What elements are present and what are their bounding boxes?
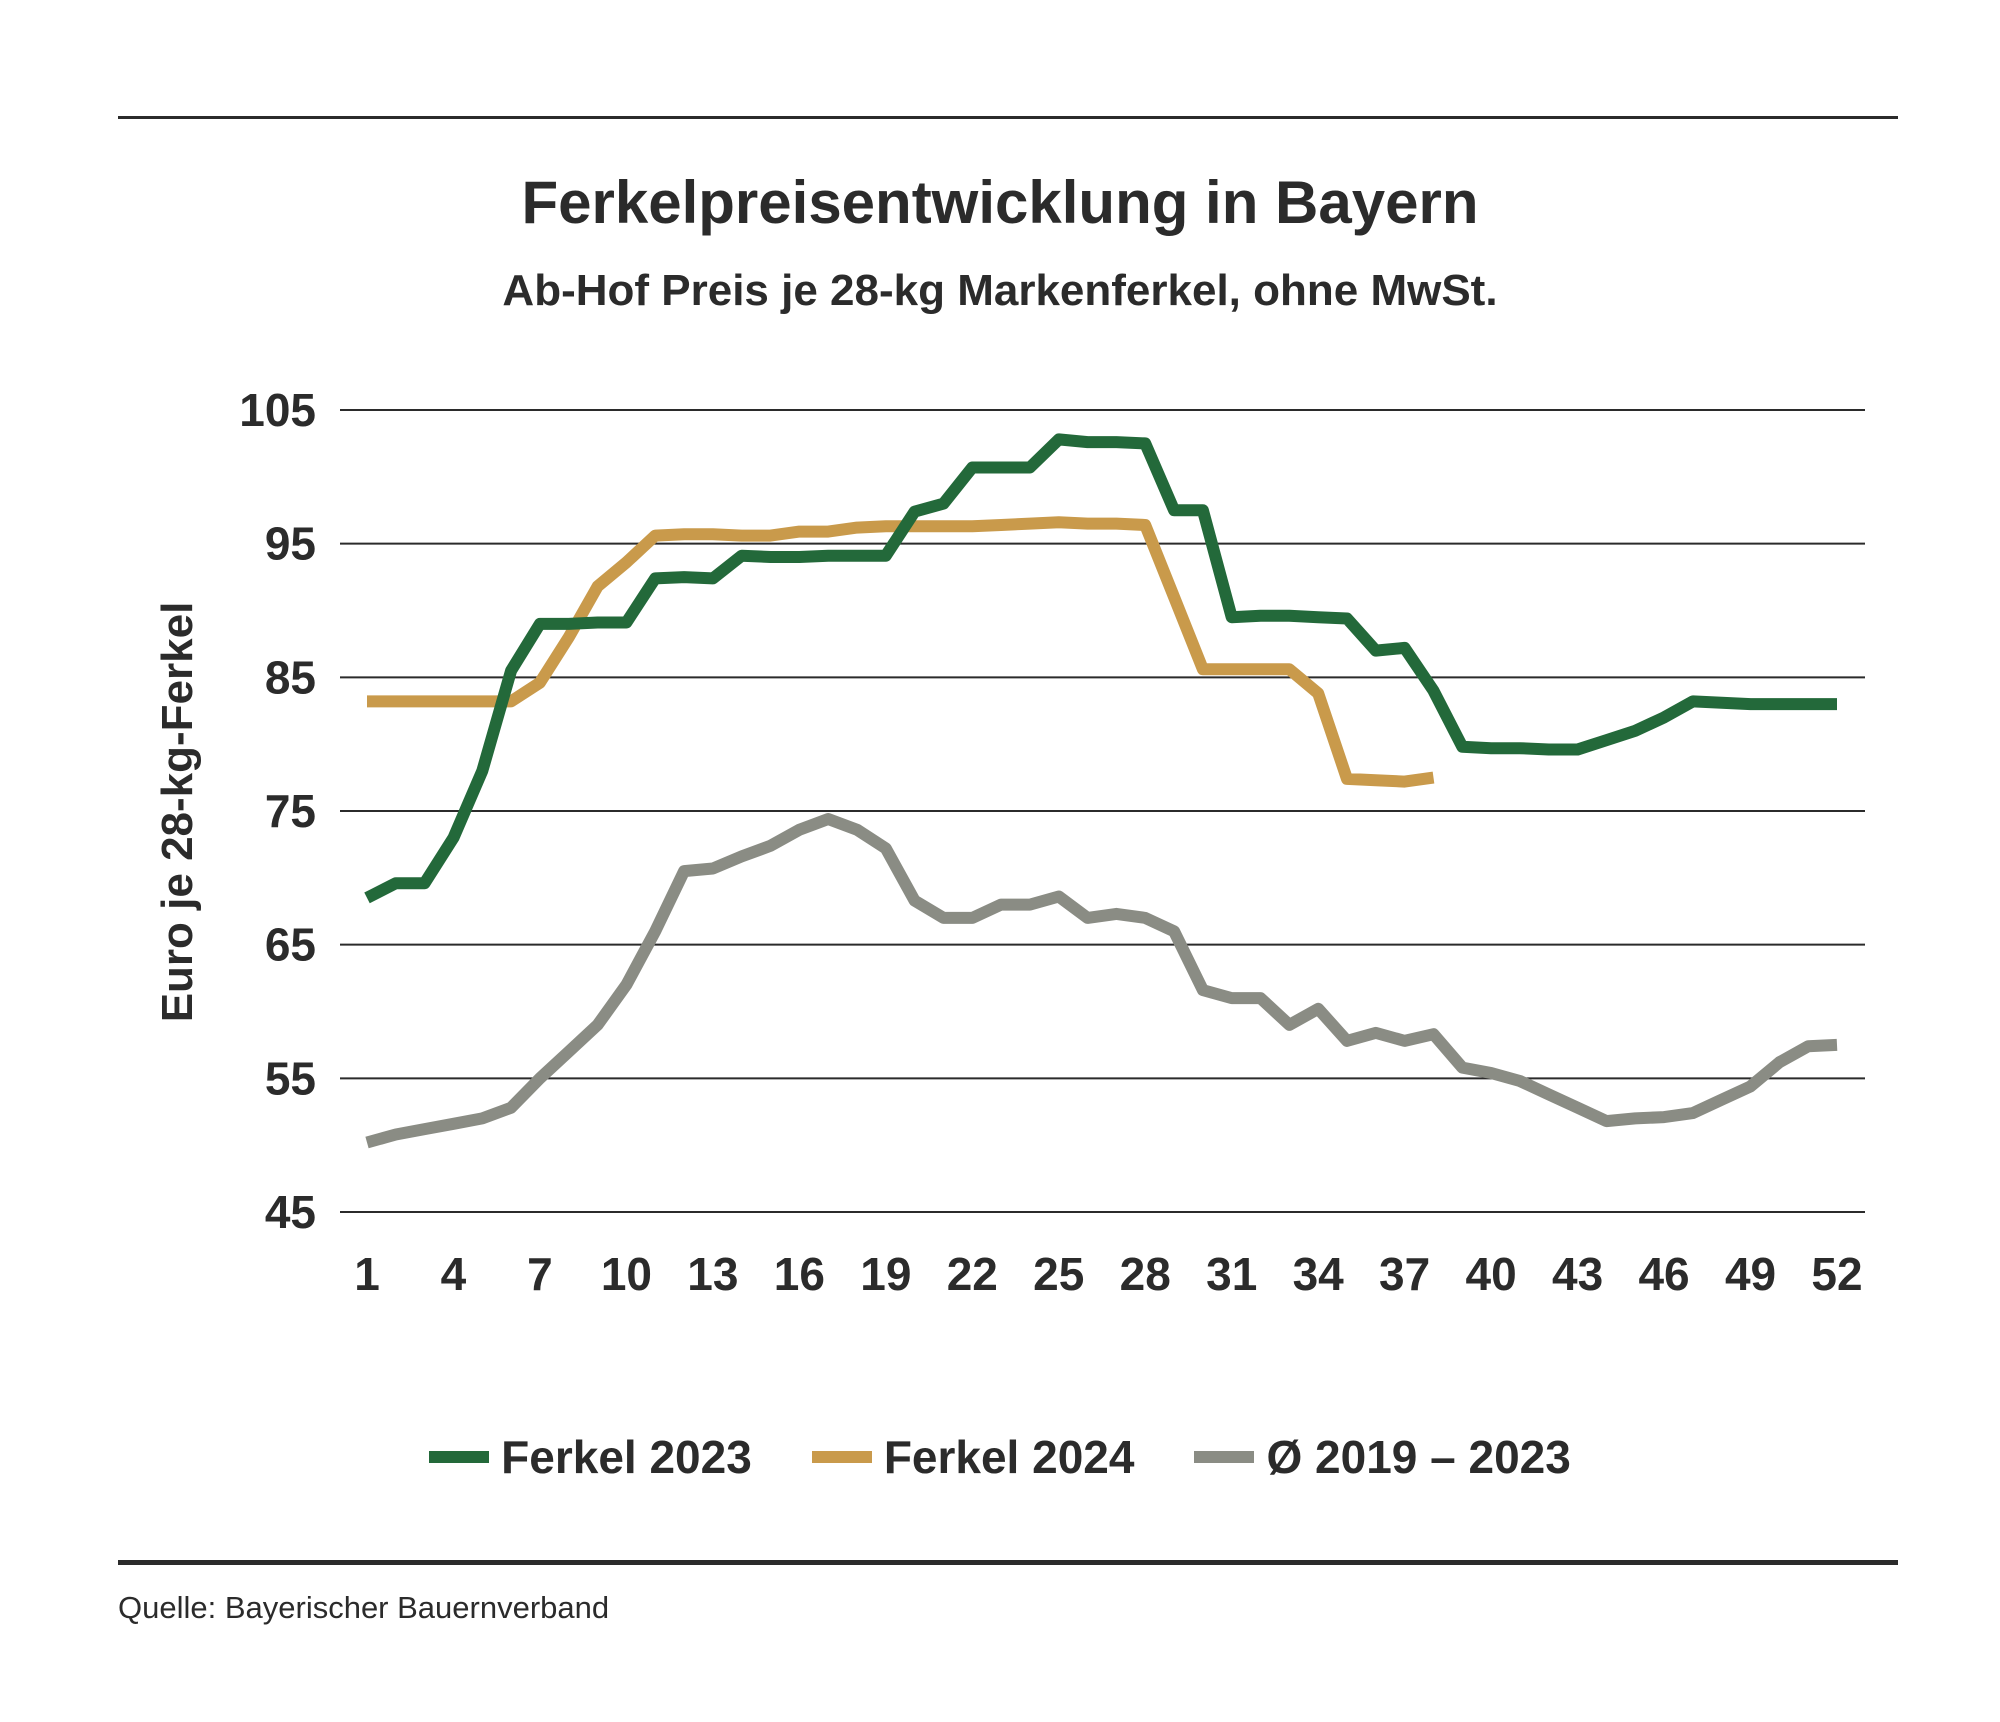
series-lines	[364, 433, 1838, 1149]
y-tick-label: 95	[265, 518, 316, 570]
series-line	[365, 813, 1838, 1149]
legend: Ferkel 2023 Ferkel 2024 Ø 2019 – 2023	[0, 1430, 2000, 1484]
chart-subtitle: Ab-Hof Preis je 28-kg Markenferkel, ohne…	[502, 266, 1498, 315]
legend-label: Ferkel 2024	[883, 1431, 1135, 1483]
legend-item: Ø 2019 – 2023	[1194, 1430, 1571, 1484]
y-tick-label: 85	[265, 651, 316, 703]
x-tick-label: 31	[1206, 1248, 1257, 1300]
legend-label: Ø 2019 – 2023	[1266, 1431, 1571, 1483]
y-tick-label: 45	[265, 1186, 316, 1238]
y-tick-label: 55	[265, 1052, 316, 1104]
x-tick-label: 16	[774, 1248, 825, 1300]
series-line	[364, 433, 1837, 904]
gridlines	[340, 409, 1865, 1213]
x-tick-label: 1	[354, 1248, 380, 1300]
y-tick-labels: 45 55 65 75 85 95 105	[239, 384, 316, 1238]
legend-item: Ferkel 2023	[429, 1430, 752, 1484]
x-tick-label: 46	[1638, 1248, 1689, 1300]
legend-label: Ferkel 2023	[501, 1431, 752, 1483]
x-tick-label: 10	[601, 1248, 652, 1300]
x-tick-label: 40	[1466, 1248, 1517, 1300]
top-rule	[118, 116, 1898, 119]
y-tick-label: 105	[239, 384, 316, 436]
bottom-rule	[118, 1560, 1898, 1565]
x-tick-label: 28	[1120, 1248, 1171, 1300]
x-tick-label: 37	[1379, 1248, 1430, 1300]
legend-item: Ferkel 2024	[811, 1430, 1135, 1484]
x-tick-label: 49	[1725, 1248, 1776, 1300]
legend-swatch	[811, 1451, 872, 1463]
x-tick-label: 25	[1033, 1248, 1084, 1300]
x-tick-label: 22	[947, 1248, 998, 1300]
x-tick-label: 34	[1293, 1248, 1345, 1300]
source-note: Quelle: Bayerischer Bauernverband	[118, 1590, 610, 1625]
x-tick-label: 43	[1552, 1248, 1603, 1300]
y-tick-label: 65	[265, 919, 316, 971]
legend-swatch	[429, 1451, 490, 1463]
x-tick-label: 4	[441, 1248, 467, 1300]
x-tick-label: 52	[1811, 1248, 1862, 1300]
x-tick-label: 7	[527, 1248, 553, 1300]
x-tick-labels: 1 4 7 10 13 16 19 22 25 28 31 34 37 40 43 46 49 52	[354, 1248, 1862, 1300]
x-tick-label: 13	[687, 1248, 738, 1300]
y-tick-label: 75	[265, 785, 316, 837]
line-chart: 45 55 65 75 85 95 105 1 4 7 10 13 16 19 22 25 28 31 34 37 4…	[153, 384, 1865, 1300]
chart-title: Ferkelpreisentwicklung in Bayern	[521, 169, 1479, 236]
y-axis-label: Euro je 28-kg-Ferkel	[153, 602, 202, 1023]
x-tick-label: 19	[860, 1248, 911, 1300]
legend-swatch	[1194, 1451, 1255, 1463]
